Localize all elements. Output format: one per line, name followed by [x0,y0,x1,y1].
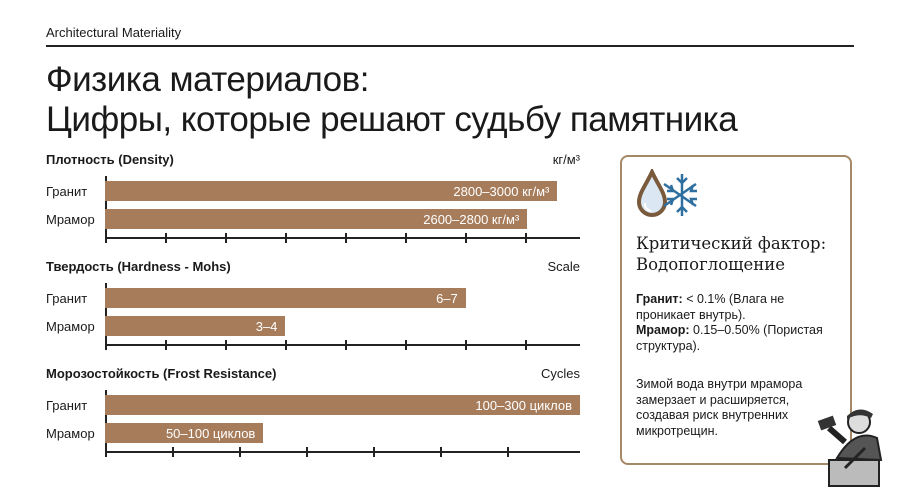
x-tick [405,340,407,350]
chart-2: Морозостойкость (Frost Resistance) Cycle… [46,366,580,466]
card-icons [636,167,698,226]
chart-0: Плотность (Density) кг/м³ Гранит 2800–30… [46,152,580,252]
header-divider [46,45,854,47]
category-label: Гранит [46,184,88,199]
x-tick [225,340,227,350]
card-heading-line-2: Водопоглощение [636,255,786,274]
snowflake-icon [663,174,697,216]
x-tick [165,340,167,350]
x-axis [105,340,580,350]
x-tick [285,340,287,350]
x-axis [105,447,580,457]
bar-label: 100–300 циклов [475,398,572,413]
x-tick [239,447,241,457]
marble-label: Мрамор: [636,323,690,337]
chart-1: Твердость (Hardness - Mohs) Scale Гранит… [46,259,580,359]
bar-label: 50–100 циклов [165,426,256,441]
x-tick [172,447,174,457]
bar-1 [105,209,528,229]
x-tick [285,233,287,243]
granite-text: < 0.1% (Влага не проникает внутрь). [636,292,785,322]
card-comparison: Гранит: < 0.1% (Влага не проникает внутр… [636,292,846,354]
marble-text: 0.15–0.50% (Пористая структура). [636,323,823,353]
y-axis [105,283,107,345]
x-tick [525,340,527,350]
x-tick [405,233,407,243]
page-title: Физика материалов: Цифры, которые решают… [46,60,738,140]
x-tick [165,233,167,243]
bar-label: 3–4 [255,319,278,334]
granite-label: Гранит: [636,292,683,306]
category-label: Гранит [46,398,88,413]
water-drop-icon [636,167,668,217]
chart-title: Твердость (Hardness - Mohs) [46,259,231,274]
chart-title: Морозостойкость (Frost Resistance) [46,366,277,381]
bar-0 [105,181,558,201]
category-label: Гранит [46,291,88,306]
card-heading: Критический фактор: Водопоглощение [636,233,826,275]
stonemason-illustration [817,409,883,487]
chart-unit: кг/м³ [552,152,580,167]
bar-1 [105,423,264,443]
category-label: Мрамор [46,319,95,334]
x-tick [373,447,375,457]
x-tick [105,340,107,350]
x-tick [105,447,107,457]
x-tick [465,233,467,243]
x-tick [225,233,227,243]
bar-label: 2600–2800 кг/м³ [423,212,520,227]
kicker: Architectural Materiality [46,25,182,40]
x-tick [440,447,442,457]
category-label: Мрамор [46,426,95,441]
chart-unit: Scale [547,259,580,274]
x-tick [345,233,347,243]
x-tick [105,233,107,243]
bar-label: 2800–3000 кг/м³ [453,184,550,199]
bar-0 [105,288,466,308]
category-label: Мрамор [46,212,95,227]
x-tick [525,233,527,243]
y-axis [105,390,107,452]
y-axis [105,176,107,238]
bar-0 [105,395,580,415]
card-heading-line-1: Критический фактор: [636,234,827,253]
x-tick [507,447,509,457]
chart-title: Плотность (Density) [46,152,174,167]
critical-factor-card: Критический фактор: Водопоглощение Грани… [620,155,852,465]
title-line-2: Цифры, которые решают судьбу памятника [46,100,738,139]
x-tick [465,340,467,350]
bar-label: 6–7 [436,291,458,306]
x-tick [306,447,308,457]
chart-unit: Cycles [540,366,580,381]
x-axis [105,233,580,243]
title-line-1: Физика материалов: [46,60,369,99]
bar-1 [105,316,286,336]
x-tick [345,340,347,350]
card-note: Зимой вода внутри мрамора замерзает и ра… [636,377,803,438]
